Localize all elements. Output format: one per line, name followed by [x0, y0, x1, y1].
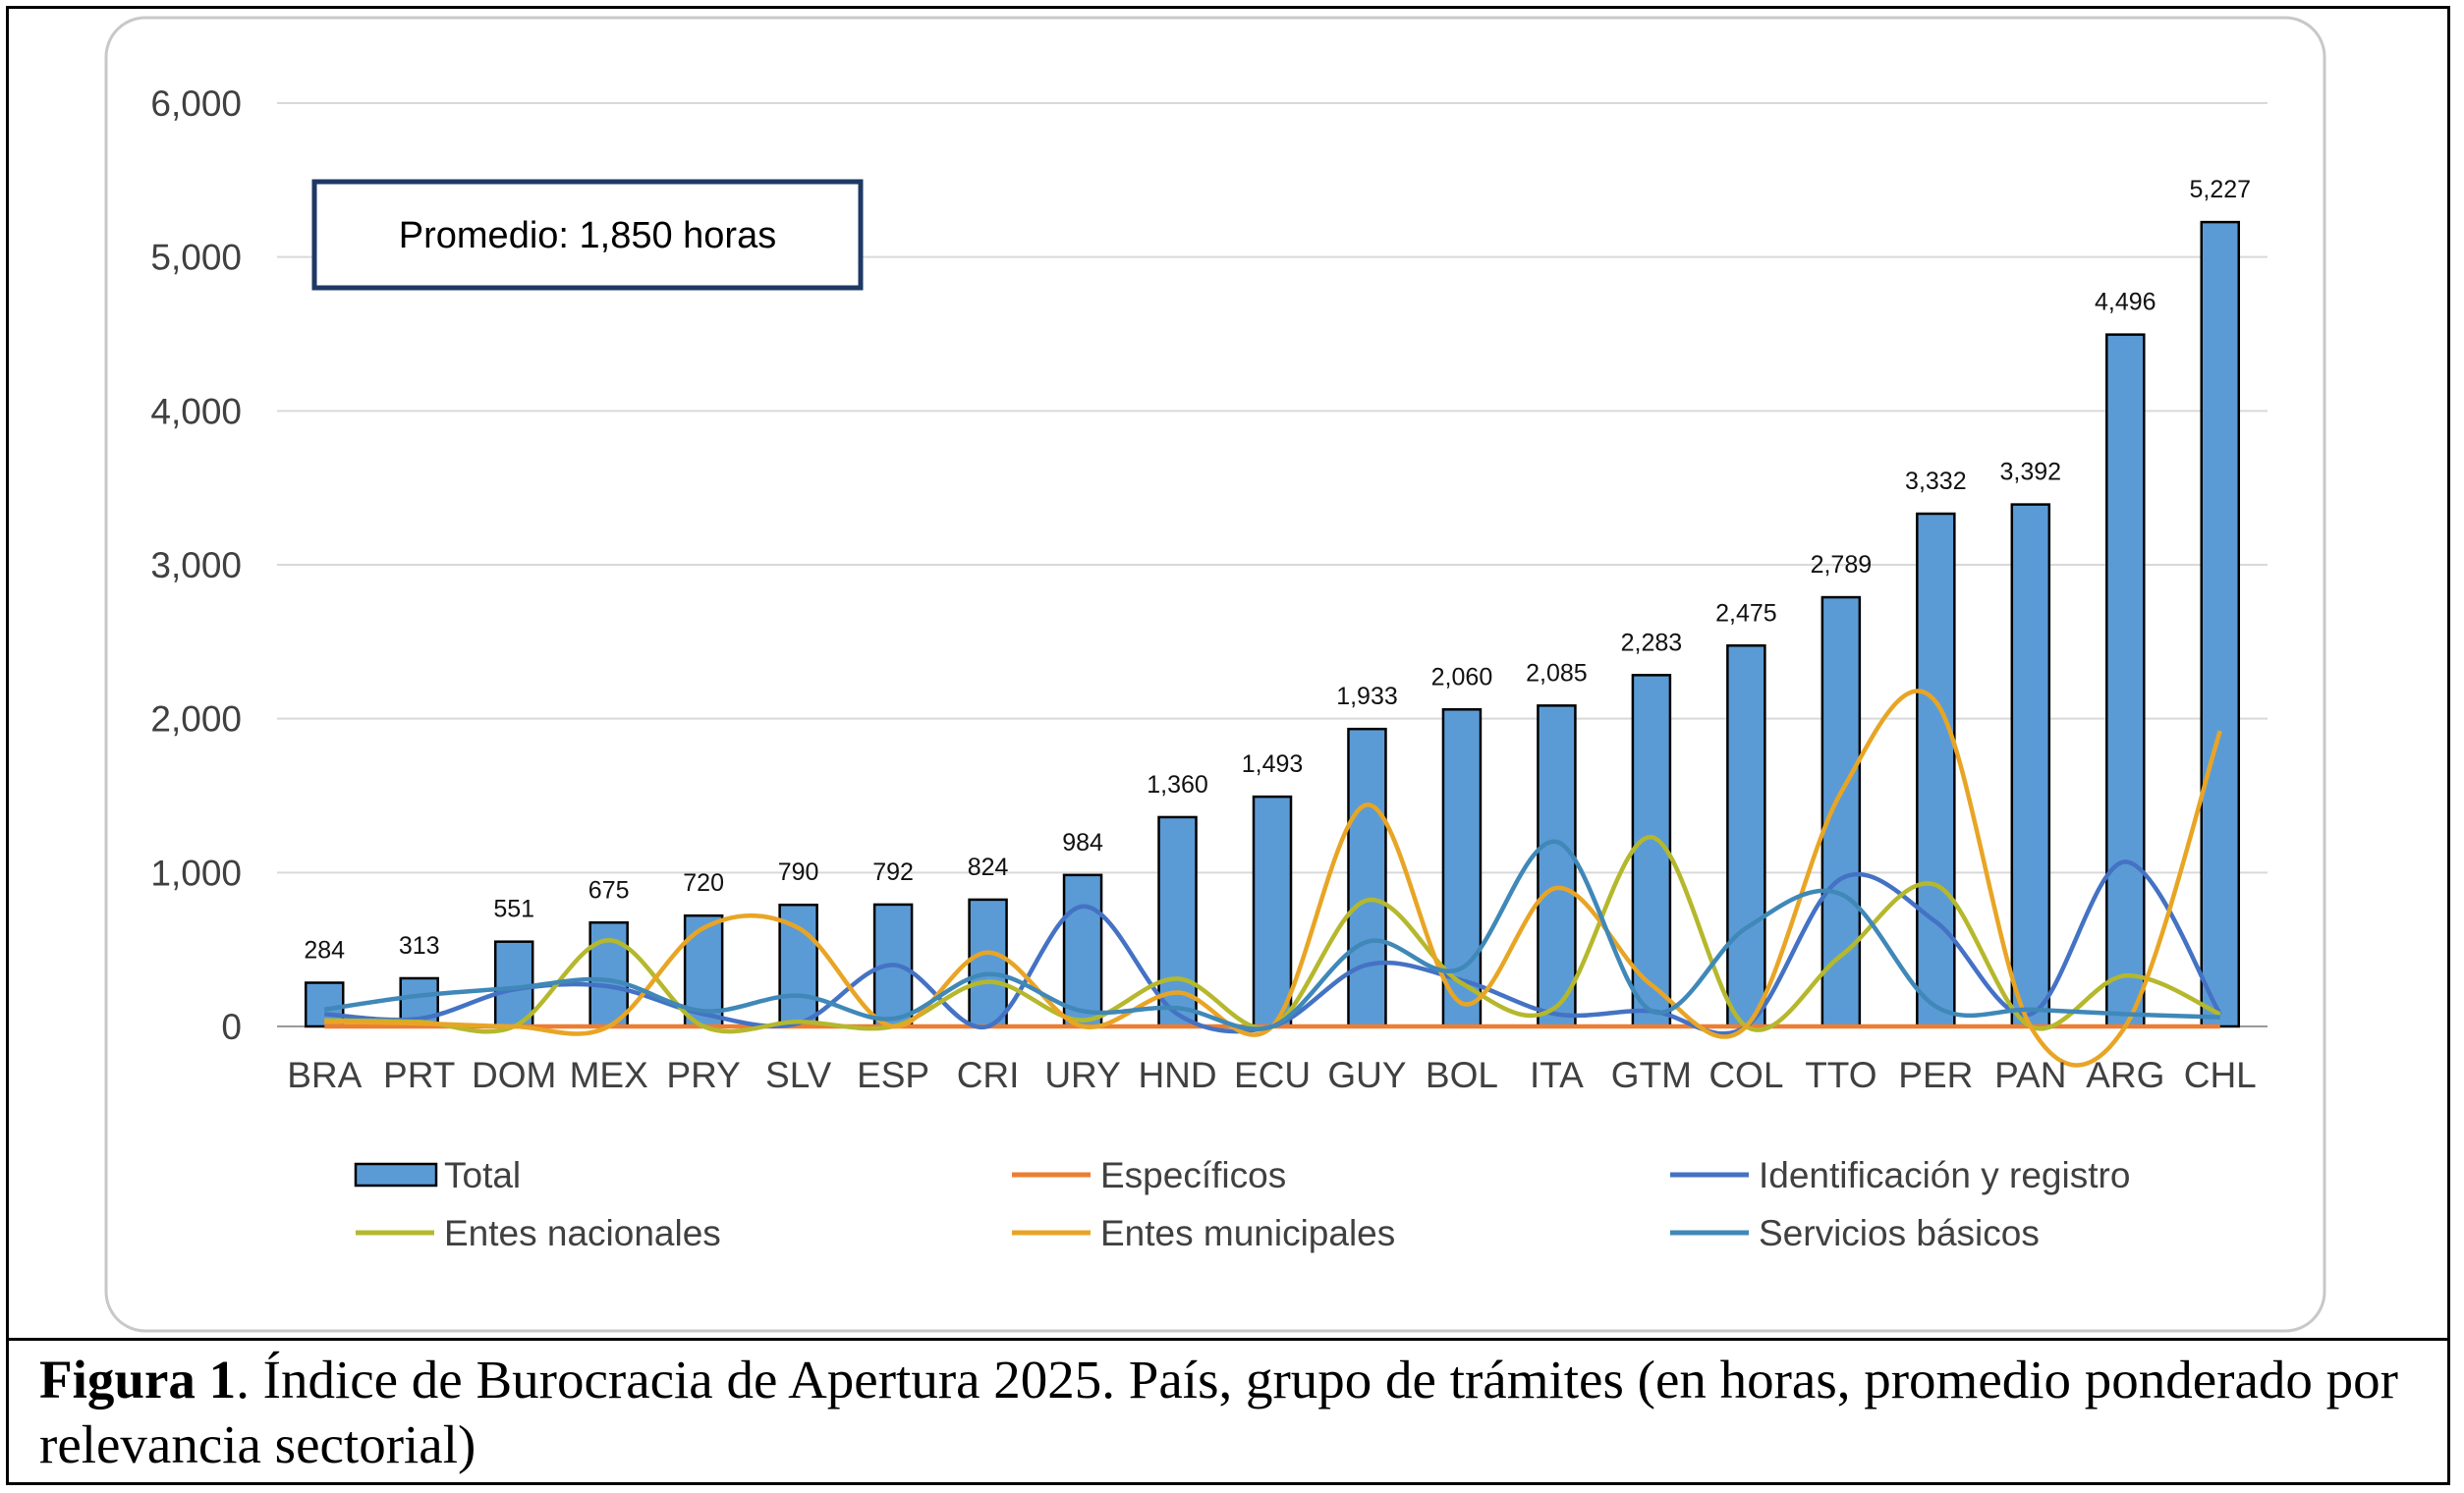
bar-col — [1726, 644, 1766, 1028]
caption-label: Figura 1 — [39, 1350, 237, 1410]
legend-swatch-total — [354, 1162, 438, 1188]
x-tick-label: CHL — [2184, 1055, 2257, 1095]
bar-data-label: 4,496 — [2095, 289, 2156, 316]
x-tick-label: ITA — [1530, 1055, 1584, 1095]
y-tick-label: 0 — [221, 1007, 242, 1047]
y-tick-label: 2,000 — [150, 699, 242, 740]
x-tick-label: PRY — [666, 1055, 740, 1095]
x-tick-label: CRI — [957, 1055, 1020, 1095]
bar-data-label: 3,332 — [1905, 468, 1967, 495]
bar-data-label: 1,360 — [1147, 771, 1208, 799]
bar-data-label: 2,475 — [1715, 599, 1777, 627]
chart: 0 1,000 2,000 3,000 4,000 5,000 6,000 284 313 55… — [104, 16, 2326, 1333]
x-tick-label: PER — [1898, 1055, 1973, 1095]
average-annotation: Promedio: 1,850 horas — [399, 215, 776, 256]
x-tick-label: COL — [1708, 1055, 1783, 1095]
average-annotation-box — [311, 179, 864, 291]
figure-frame — [6, 6, 2450, 1485]
x-tick-label: ECU — [1234, 1055, 1311, 1095]
caption-divider — [6, 1338, 2450, 1341]
y-tick-label: 1,000 — [150, 853, 242, 893]
bar-tto — [1820, 595, 1862, 1028]
bar-ita — [1537, 704, 1577, 1028]
x-tick-label: TTO — [1805, 1055, 1876, 1095]
series-line-entes-nacionales — [324, 835, 2221, 1034]
bar-arg — [2105, 333, 2146, 1028]
caption-text: . Índice de Burocracia de Apertura 2025.… — [39, 1350, 2398, 1474]
bar-data-label: 2,789 — [1811, 551, 1873, 579]
x-tick-label: ARG — [2086, 1055, 2164, 1095]
legend-label-entes-nacionales: Entes nacionales — [444, 1213, 721, 1253]
series-line-servicios-basicos — [323, 839, 2220, 1031]
bar-data-label: 792 — [872, 858, 914, 886]
bar-chl — [2200, 220, 2241, 1028]
bar-data-label: 1,493 — [1242, 750, 1304, 778]
bar-data-label: 2,060 — [1431, 663, 1493, 691]
bar-data-label: 5,227 — [2189, 176, 2251, 203]
legend-label-total: Total — [444, 1155, 521, 1195]
y-tick-label: 3,000 — [150, 545, 242, 585]
bar-data-label: 824 — [968, 854, 1009, 881]
x-tick-label: BRA — [287, 1055, 362, 1095]
bar-ecu — [1252, 795, 1293, 1028]
legend-label-servicios-basicos: Servicios básicos — [1759, 1213, 2040, 1253]
x-tick-label: GUY — [1327, 1055, 1406, 1095]
x-tick-label: URY — [1044, 1055, 1120, 1095]
bar-per — [1916, 512, 1956, 1028]
bar-dom — [493, 940, 534, 1028]
x-tick-label: SLV — [765, 1055, 832, 1095]
bar-ury — [1062, 873, 1103, 1028]
x-tick-label: PRT — [383, 1055, 455, 1095]
bar-data-label: 720 — [683, 869, 724, 897]
bar-guy — [1347, 727, 1387, 1028]
bar-data-label: 2,085 — [1526, 659, 1588, 687]
bar-data-label: 284 — [304, 937, 345, 965]
legend-label-entes-municipales: Entes municipales — [1100, 1213, 1395, 1253]
x-tick-label: ESP — [857, 1055, 929, 1095]
figure-caption: Figura 1. Índice de Burocracia de Apertu… — [39, 1348, 2436, 1477]
x-tick-label: PAN — [1994, 1055, 2066, 1095]
x-tick-label: HND — [1138, 1055, 1216, 1095]
x-tick-label: BOL — [1426, 1055, 1498, 1095]
x-tick-label: DOM — [472, 1055, 556, 1095]
series-line-entes-municipales — [324, 689, 2222, 1068]
bar-data-label: 1,933 — [1336, 683, 1398, 710]
bar-data-label: 984 — [1062, 829, 1103, 857]
bar-data-label: 790 — [778, 858, 819, 886]
bar-gtm — [1631, 674, 1672, 1028]
bar-data-label: 313 — [399, 932, 440, 960]
bar-data-label: 675 — [588, 876, 630, 904]
legend-label-identificacion-y-registro: Identificación y registro — [1759, 1155, 2130, 1195]
bar-data-label: 3,392 — [2000, 459, 2062, 486]
bar-slv — [778, 903, 818, 1028]
x-tick-label: MEX — [570, 1055, 648, 1095]
x-tick-label: GTM — [1611, 1055, 1692, 1095]
bar-data-label: 2,283 — [1621, 629, 1683, 656]
bar-cri — [968, 898, 1008, 1028]
legend-label-especificos: Específicos — [1100, 1155, 1286, 1195]
y-tick-label: 5,000 — [150, 238, 242, 278]
bar-pan — [2010, 503, 2051, 1028]
y-tick-label: 6,000 — [150, 83, 242, 124]
y-tick-label: 4,000 — [150, 391, 242, 431]
bar-data-label: 551 — [493, 896, 534, 923]
